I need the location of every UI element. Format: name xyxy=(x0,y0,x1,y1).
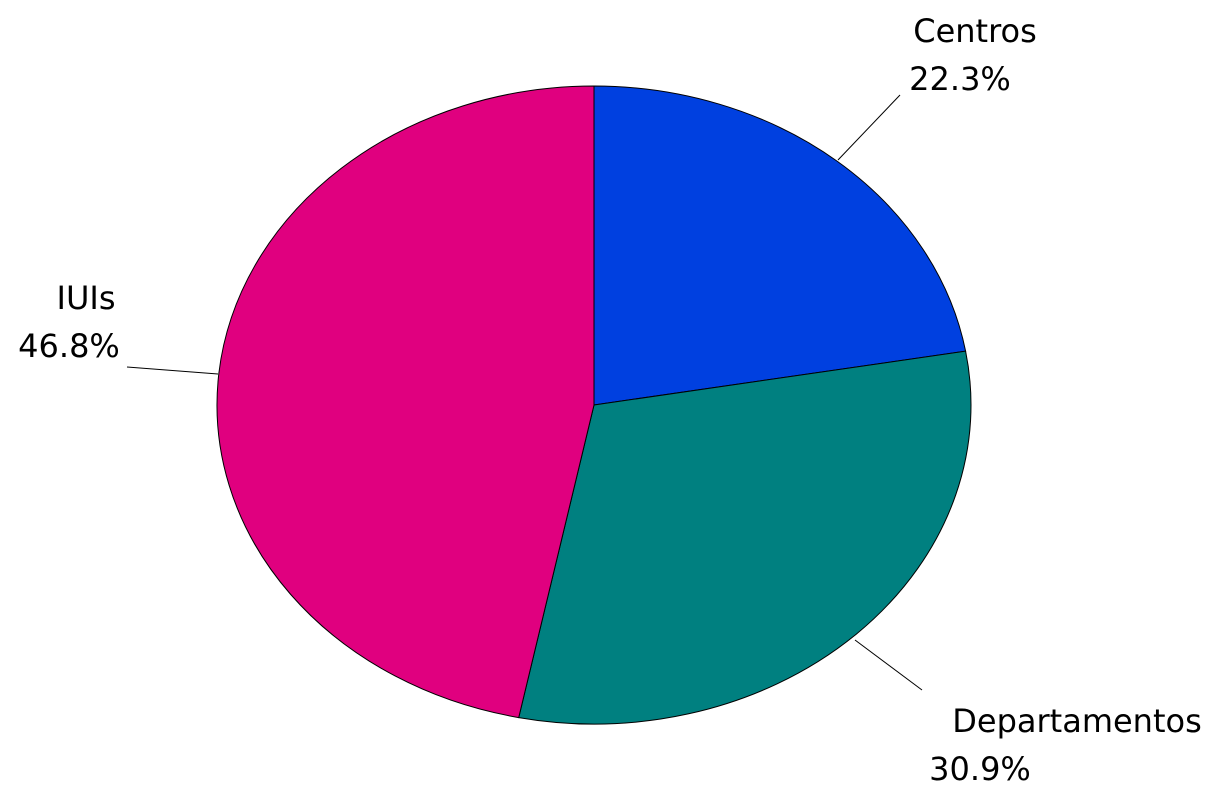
leader-lines xyxy=(126,94,923,691)
pie-slices xyxy=(216,85,972,725)
slice-label-centros: Centros xyxy=(913,12,1037,50)
pie-slice-iuis xyxy=(216,85,595,719)
leader-line-departamentos xyxy=(854,639,923,691)
slice-label-departamentos: Departamentos xyxy=(952,702,1202,740)
pie-slice-centros xyxy=(593,85,967,406)
slice-labels: Centros 22.3% Departamentos 30.9% IUIs 46.8% xyxy=(18,12,1202,788)
slice-value-departamentos: 30.9% xyxy=(929,750,1031,788)
leader-line-iuis xyxy=(126,366,219,375)
leader-line-centros xyxy=(837,94,901,161)
slice-value-iuis: 46.8% xyxy=(18,327,120,365)
slice-label-iuis: IUIs xyxy=(57,279,116,317)
pie-slice-departamentos xyxy=(518,350,972,725)
slice-value-centros: 22.3% xyxy=(909,60,1011,98)
